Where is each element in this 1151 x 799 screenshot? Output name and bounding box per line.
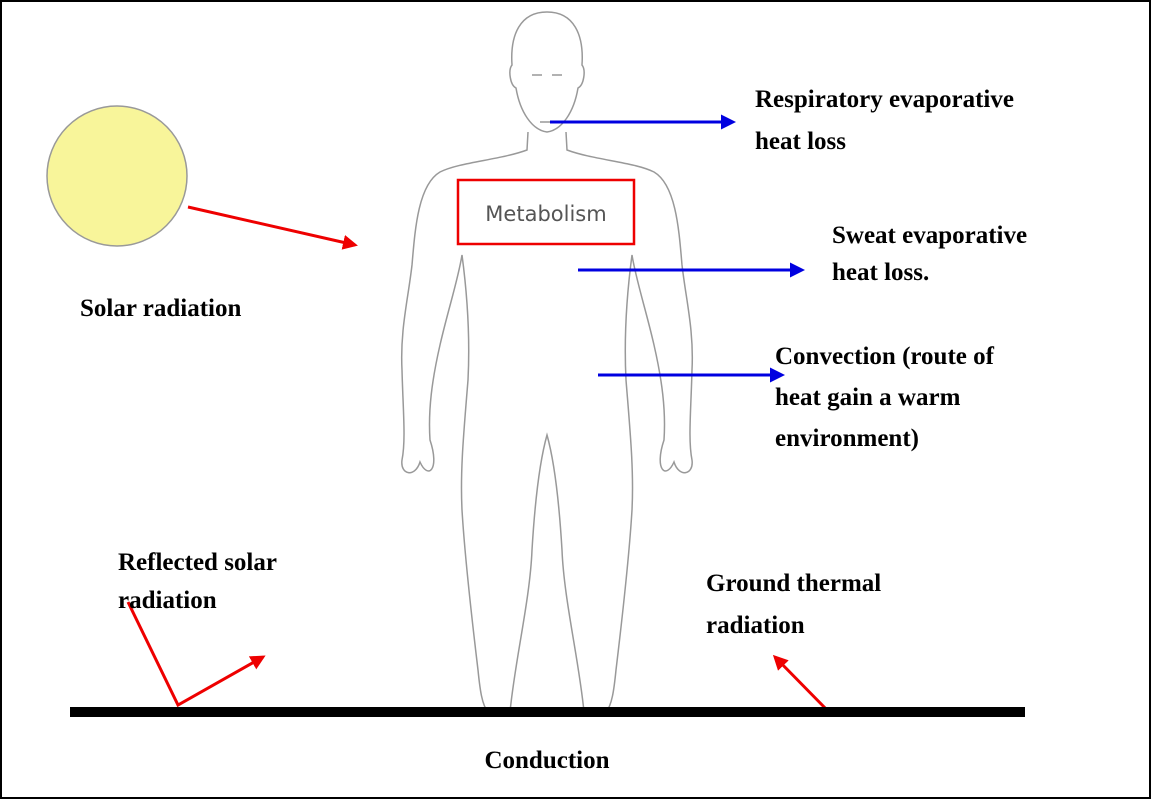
respiratory-label: heat loss xyxy=(755,128,846,155)
ground-label: radiation xyxy=(706,612,805,639)
conduction-label: Conduction xyxy=(484,747,609,774)
ground-arrow xyxy=(772,654,832,715)
solar-label: Solar radiation xyxy=(80,295,241,322)
reflected-arrow xyxy=(126,601,266,708)
reflected-label: radiation xyxy=(118,587,217,614)
metabolism-box xyxy=(456,178,636,246)
respiratory-label: Respiratory evaporative xyxy=(755,86,1014,113)
solar-arrow xyxy=(187,205,358,250)
sun xyxy=(46,105,188,247)
labels: Respiratory evaporative heat loss Sweat ev… xyxy=(80,86,1027,774)
convection-label: environment) xyxy=(775,425,919,452)
sweat-label: heat loss. xyxy=(832,259,929,286)
convection-label: Convection (route of xyxy=(775,343,995,370)
reflected-label: Reflected solar xyxy=(118,549,277,576)
ground-label: Ground thermal xyxy=(706,570,881,597)
sweat-label: Sweat evaporative xyxy=(832,222,1027,249)
metabolism-label: Metabolism xyxy=(485,202,606,226)
convection-label: heat gain a warm xyxy=(775,384,961,411)
